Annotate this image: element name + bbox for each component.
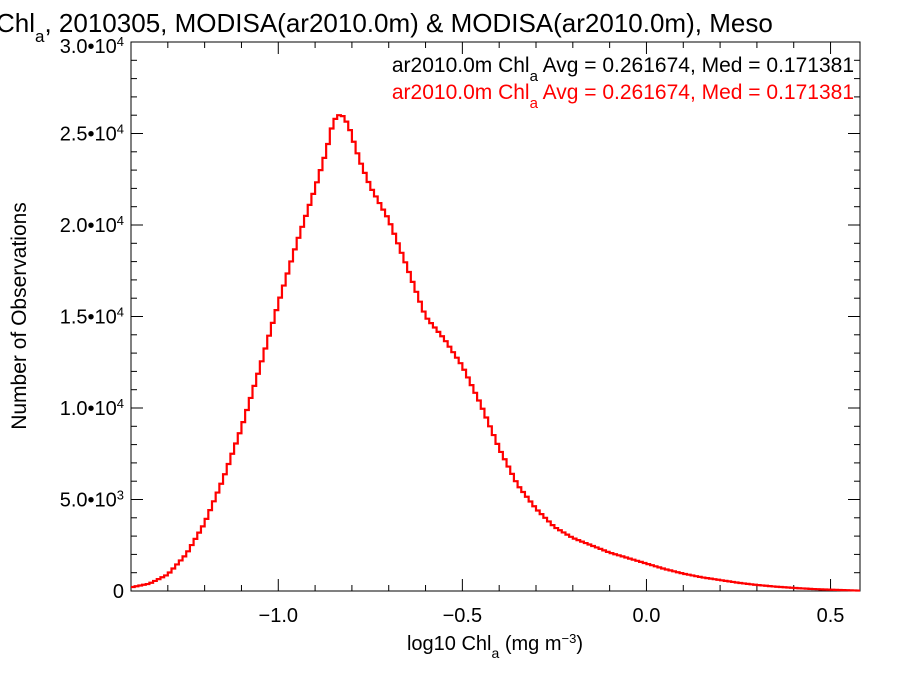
x-tick-label: −0.5 [443, 605, 482, 627]
y-tick-label: 1.5•104 [60, 304, 124, 329]
y-tick-label: 3.0•104 [60, 34, 124, 59]
y-tick-label: 0 [113, 581, 124, 603]
y-tick-label: 1.0•104 [60, 396, 124, 421]
x-tick-label: 0.0 [633, 605, 661, 627]
annotation-line: ar2010.0m Chla Avg = 0.261674, Med = 0.1… [392, 81, 854, 112]
y-tick-label: 2.5•104 [60, 121, 124, 146]
title-text: , 2010305, MODISA(ar2010.0m) & MODISA(ar… [44, 8, 772, 38]
plot-frame [130, 41, 861, 592]
chart-annotations: ar2010.0m Chla Avg = 0.261674, Med = 0.1… [392, 54, 854, 112]
y-axis-label: Number of Observations [8, 202, 31, 430]
chart-title: Chla, 2010305, MODISA(ar2010.0m) & MODIS… [0, 8, 773, 46]
x-tick-labels: −1.0 −0.5 0.0 0.5 [259, 605, 845, 627]
y-tick-labels: 0 5.0•103 1.0•104 1.5•104 2.0•104 2.5•104 3.0•… [60, 34, 124, 604]
x-tick-label: −1.0 [259, 605, 298, 627]
title-subscript: a [35, 27, 45, 46]
series-layer [131, 114, 860, 592]
x-tick-label: 0.5 [817, 605, 845, 627]
x-axis-label: log10 Chla (mg m−3) [407, 631, 583, 662]
y-tick-label: 2.0•104 [60, 213, 124, 238]
annotation-line: ar2010.0m Chla Avg = 0.261674, Med = 0.1… [392, 54, 854, 85]
title-text: Chl [0, 8, 35, 38]
axis-ticks [130, 41, 860, 592]
y-tick-label: 5.0•103 [60, 487, 124, 512]
histogram-series-line [131, 114, 860, 592]
